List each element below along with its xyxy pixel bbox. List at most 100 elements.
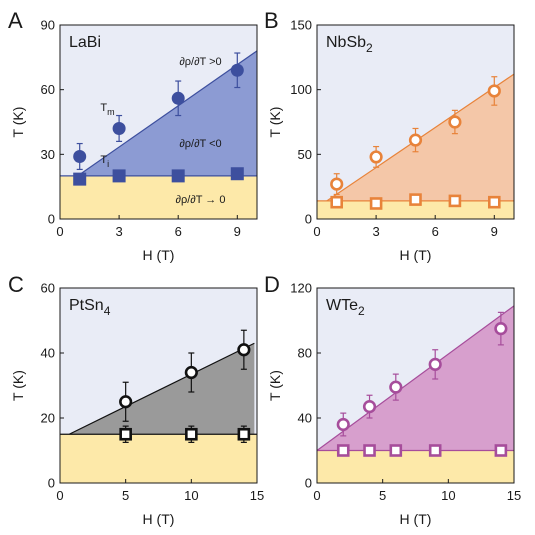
annotation-zero-slope: ∂ρ/∂T → 0 — [176, 194, 226, 206]
panel-c: 0 5 10 15 0 20 40 60 H (T) T (K) C PtSn4 — [8, 272, 264, 527]
material-formula: PtSn — [69, 297, 104, 314]
data-point-square — [171, 169, 185, 183]
boundary-line — [316, 305, 515, 451]
y-tick-label: 0 — [305, 212, 312, 227]
data-point-square — [448, 194, 462, 208]
x-axis-label: H (T) — [400, 247, 432, 263]
data-point-circle — [73, 149, 87, 163]
x-tick-label: 10 — [441, 488, 455, 503]
data-point-circle — [369, 150, 383, 164]
x-axis-label: H (T) — [400, 511, 432, 527]
y-tick-label: 0 — [48, 476, 55, 491]
x-tick-label: 6 — [175, 224, 182, 239]
data-point-square — [369, 197, 383, 210]
x-tick-label: 0 — [56, 224, 63, 239]
x-tick-label: 0 — [313, 488, 320, 503]
annotation-negative-slope: ∂ρ/∂T <0 — [179, 138, 221, 150]
data-point-square — [237, 427, 251, 441]
y-tick-label: 20 — [41, 411, 55, 426]
low-temperature-region — [60, 175, 257, 219]
boundary-line — [77, 50, 258, 177]
x-tick-label: 9 — [234, 224, 241, 239]
material-formula: WTe — [326, 297, 358, 314]
x-tick-label: 15 — [507, 488, 521, 503]
x-axis-label: H (T) — [143, 247, 175, 263]
data-point-square — [428, 444, 442, 457]
data-point-circle — [494, 322, 508, 336]
y-tick-label: 50 — [298, 147, 312, 162]
panel-letter: D — [264, 272, 280, 297]
plot-frame — [316, 24, 515, 220]
x-tick-label: 0 — [313, 224, 320, 239]
y-tick-label: 80 — [298, 346, 312, 361]
x-tick-label: 10 — [184, 488, 198, 503]
annotation-positive-slope: ∂ρ/∂T >0 — [179, 56, 221, 68]
data-point-square — [409, 193, 422, 206]
x-tick-label: 0 — [56, 488, 63, 503]
material-formula: NbSb — [326, 34, 366, 51]
data-point-square — [363, 444, 376, 457]
plot-frame — [59, 287, 258, 484]
low-temperature-region — [317, 450, 514, 483]
y-tick-label: 60 — [41, 82, 55, 97]
panel-letter: B — [264, 8, 279, 33]
y-tick-label: 100 — [290, 82, 312, 97]
x-tick-label: 6 — [432, 224, 439, 239]
plot-frame — [316, 287, 515, 484]
data-point-circle — [184, 365, 198, 380]
tm-label: Tm — [100, 102, 114, 117]
data-point-square — [119, 427, 132, 441]
low-temperature-region — [317, 200, 514, 219]
ti-symbol: T — [100, 154, 107, 166]
data-point-square — [73, 172, 87, 186]
tm-subscript: m — [107, 107, 115, 117]
x-axis-label: H (T) — [143, 511, 175, 527]
tm-symbol: T — [100, 102, 107, 114]
material-name: NbSb2 — [326, 34, 373, 55]
material-subscript: 2 — [358, 304, 365, 318]
x-tick-label: 15 — [250, 488, 264, 503]
ti-subscript: i — [107, 159, 109, 169]
data-point-circle — [119, 395, 133, 409]
ti-label: Ti — [100, 154, 109, 169]
y-tick-label: 150 — [290, 18, 312, 33]
y-tick-label: 120 — [290, 281, 312, 296]
data-point-circle — [448, 115, 462, 129]
data-point-square — [336, 444, 350, 457]
data-point-square — [487, 195, 501, 209]
y-axis-label: T (K) — [10, 107, 26, 138]
y-tick-label: 40 — [298, 411, 312, 426]
data-point-square — [330, 195, 344, 209]
panel-letter: A — [8, 8, 23, 33]
x-tick-label: 3 — [115, 224, 122, 239]
data-point-circle — [428, 357, 442, 371]
data-point-square — [230, 167, 244, 181]
y-axis-label: T (K) — [10, 370, 26, 401]
data-point-circle — [336, 417, 350, 432]
data-point-circle — [362, 400, 377, 414]
low-temperature-region — [60, 434, 257, 483]
data-point-square — [112, 169, 126, 183]
data-point-circle — [237, 343, 251, 357]
y-tick-label: 30 — [41, 147, 55, 162]
panel-b: 0 3 6 9 0 50 100 150 H (T) T (K) B NbSb2 — [264, 8, 515, 263]
y-axis-label: T (K) — [267, 107, 283, 138]
data-point-circle — [171, 91, 185, 105]
y-axis-label: T (K) — [267, 370, 283, 401]
y-tick-label: 60 — [41, 281, 55, 296]
material-name: PtSn4 — [69, 297, 111, 318]
y-tick-label: 40 — [41, 346, 55, 361]
data-point-circle — [112, 121, 126, 135]
material-subscript: 4 — [104, 304, 111, 318]
boundary-line — [68, 342, 255, 435]
x-tick-label: 9 — [491, 224, 498, 239]
material-name: WTe2 — [326, 297, 365, 318]
plot-frame — [59, 24, 258, 220]
x-tick-label: 5 — [122, 488, 129, 503]
data-point-square — [494, 444, 508, 457]
data-point-circle — [230, 63, 244, 77]
y-tick-label: 0 — [48, 212, 55, 227]
x-tick-label: 5 — [379, 488, 386, 503]
